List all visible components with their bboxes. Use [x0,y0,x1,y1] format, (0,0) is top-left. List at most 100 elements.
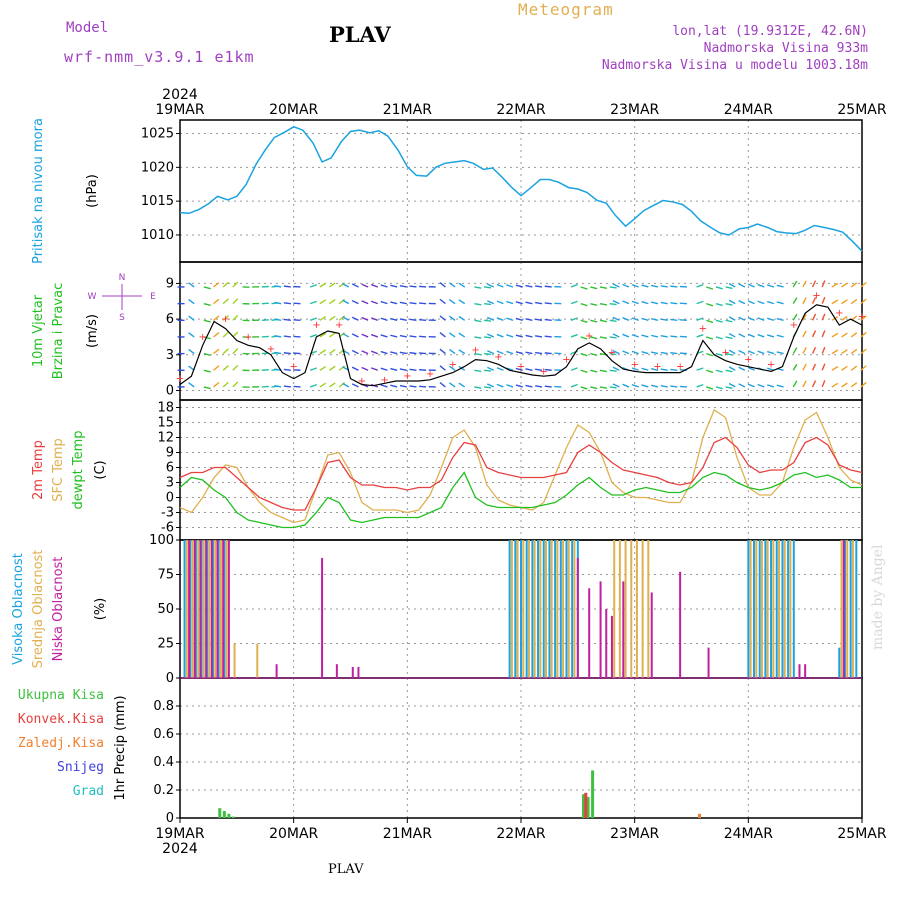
time-tick-label-top: 25MAR [837,102,886,118]
wind-arrow [609,386,617,389]
wind-arrow [802,347,807,354]
gust-marker: + [562,355,570,366]
high-cloud-bar [183,540,186,678]
wind-arrow [474,369,482,373]
wind-arrow [203,352,211,356]
high-cloud-bar [565,540,568,678]
mid-cloud-bar [197,540,200,678]
wind-arrow [370,333,379,338]
wind-arrow [850,382,858,388]
mid-cloud-bar [556,540,559,678]
wind-arrow [590,302,598,307]
mid-cloud-bar [567,540,570,678]
wind-arrow [660,318,668,321]
wind-arrow [792,347,798,354]
total-rain-bar [218,808,222,818]
wind-arrow [487,333,495,338]
high-cloud-bar [200,540,203,678]
wind-arrow [232,314,239,321]
wind-arrow [409,285,417,288]
wind-arrow [351,299,359,305]
wind-arrow [506,334,514,338]
wind-arrow [283,318,291,321]
wind-arrow [641,334,649,338]
wind-arrow [329,349,336,355]
wind-arrow [831,332,839,338]
wind-arrow [309,300,317,305]
high-cloud-bar [787,540,790,678]
wind-arrow [342,316,350,321]
wind-arrow [203,386,211,390]
wind-arrow [631,334,639,338]
wind-arrow [222,281,229,288]
wind-arrow [439,282,446,288]
wind-arrow [590,386,598,390]
time-tick-label-top: 21MAR [383,102,432,118]
wind-arrow [474,352,482,356]
mid-cloud-bar [516,540,519,678]
low-cloud-bar [650,592,653,678]
wind-arrow [370,300,379,305]
high-cloud-bar [194,540,197,678]
wind-arrow [738,366,746,371]
gust-marker: + [335,320,343,331]
wind-arrow [188,348,195,355]
wind-arrow [515,367,523,371]
wind-arrow [728,282,736,288]
wind-arrow [496,300,504,305]
wind-arrow [670,285,678,288]
wind-arrow [841,282,848,288]
wind-arrow [650,351,659,355]
precip-legend-item: Zaledj.Kisa [18,736,104,751]
wind-arrow [390,384,398,388]
wind-arrow [525,301,533,305]
wind-arrow [631,367,639,371]
mid-cloud-bar [527,540,530,678]
time-tick-label-top: 20MAR [269,102,318,118]
y-tick-label: 0 [166,811,174,826]
high-cloud-bar [542,540,545,678]
wind-arrow [203,369,211,373]
wind-arrow [747,333,755,338]
total-rain-bar [222,811,226,818]
wind-arrow [860,348,867,355]
y-tick-label: 15 [157,416,174,431]
y-tick-label: 75 [157,568,174,583]
wind-arrow [213,348,220,355]
mid-cloud-bar [550,540,553,678]
wind-arrow [802,330,807,338]
y-tick-label: 0.6 [153,727,174,742]
wind-arrow [474,286,482,289]
total-rain-bar [586,797,590,818]
wind-arrow [747,366,755,371]
wind-arrow [419,385,427,388]
wind-arrow [213,298,220,305]
mid-cloud-bar [545,540,548,678]
high-cloud-bar [758,540,761,678]
high-cloud-bar [753,540,756,678]
y-tick-label: -6 [161,521,174,536]
time-tick-label-bottom: 22MAR [496,826,545,842]
mid-cloud-bar [573,540,576,678]
wind-arrow [319,282,327,288]
wind-arrow [380,350,388,355]
wind-arrow [487,350,495,355]
wind-arrow [850,365,858,371]
wind-arrow [487,283,495,288]
wind-arrow [399,284,407,288]
wind-arrow [792,280,798,288]
wind-arrow [483,336,492,339]
wind-arrow [631,350,639,355]
mid-cloud-bar [783,540,786,678]
wind-arrow [409,335,417,338]
wind-arrow [715,319,723,323]
year-label-bottom: 2024 [162,841,198,857]
mid-cloud-bar [778,540,781,678]
wind-arrow [609,286,617,289]
wind-arrow [525,284,533,288]
low-cloud-bar [842,540,845,678]
wind-arrow [203,319,211,323]
wind-arrow [419,352,427,355]
wind-arrow [380,300,388,305]
